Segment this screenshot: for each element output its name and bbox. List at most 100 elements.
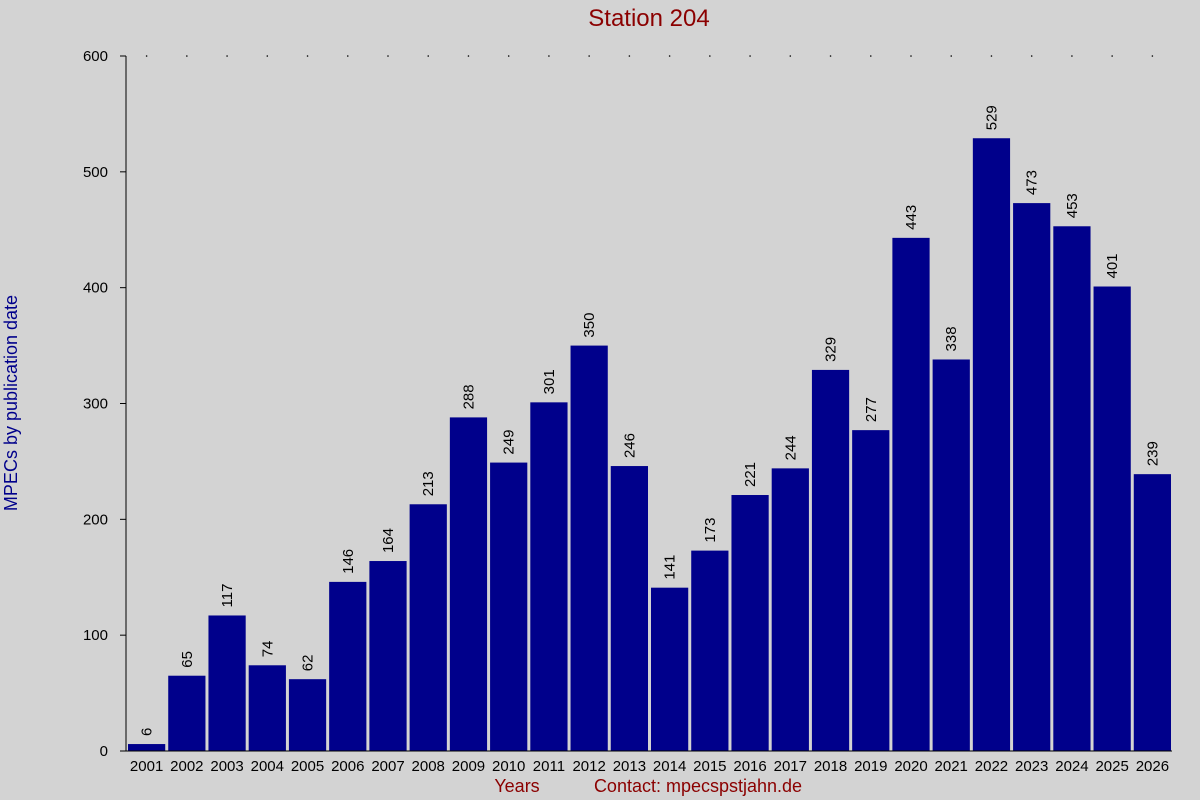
- bar-2013: [610, 466, 648, 751]
- guide-dot: [588, 55, 590, 57]
- guide-dot: [910, 55, 912, 57]
- guide-dot: [829, 55, 832, 57]
- guide-dot: [507, 55, 510, 57]
- x-tick-label-2012: 2012: [572, 758, 605, 775]
- bar-2010: [490, 462, 528, 751]
- data-label-2023: 473: [1024, 170, 1041, 195]
- x-tick-label-2014: 2014: [653, 758, 686, 775]
- guide-dot: [1030, 55, 1033, 57]
- y-tick-label-300: 300: [83, 396, 108, 413]
- bar-2023: [1013, 203, 1051, 751]
- data-label-2022: 529: [983, 105, 1000, 130]
- data-label-2018: 329: [823, 337, 840, 362]
- data-label-2011: 301: [541, 369, 558, 394]
- guide-dot: [226, 55, 228, 57]
- guide-dot: [1111, 55, 1113, 57]
- y-tick-label-100: 100: [83, 627, 108, 644]
- data-label-2014: 141: [662, 555, 679, 580]
- x-tick-label-2013: 2013: [613, 758, 646, 775]
- data-labels: 6 65 117 74 62 146 164 213 288 249 301 350 246 141 173…: [139, 105, 1162, 736]
- bar-2012: [570, 345, 608, 751]
- guide-dot: [990, 55, 993, 57]
- x-axis-label: Years: [494, 776, 539, 796]
- x-tick-label-2015: 2015: [693, 758, 726, 775]
- y-tick-label-200: 200: [83, 511, 108, 528]
- x-axis-ticks: 2001 2002 2003 2004 2005 2006 2007 2008 2009 2010…: [130, 758, 1169, 775]
- x-tick-label-2009: 2009: [452, 758, 485, 775]
- bar-2008: [409, 504, 447, 751]
- guide-dot: [346, 55, 349, 57]
- bar-2015: [691, 550, 729, 751]
- bar-2014: [651, 587, 689, 751]
- bar-2009: [449, 417, 488, 751]
- guide-dot: [548, 55, 550, 57]
- guide-dot: [266, 55, 269, 57]
- guide-dot: [186, 55, 188, 57]
- data-label-2010: 249: [501, 430, 518, 455]
- guide-dot: [668, 55, 671, 57]
- guide-dot: [1071, 55, 1073, 57]
- data-label-2002: 65: [179, 651, 196, 668]
- guide-dot: [427, 55, 430, 57]
- x-tick-label-2011: 2011: [533, 758, 565, 775]
- bar-2021: [932, 359, 970, 751]
- x-tick-label-2023: 2023: [1015, 758, 1048, 775]
- guide-dot: [387, 55, 389, 57]
- x-tick-label-2020: 2020: [894, 758, 927, 775]
- x-tick-label-2021: 2021: [935, 758, 968, 775]
- contact-label: Contact: mpecspstjahn.de: [594, 776, 802, 796]
- bar-2002: [168, 675, 206, 751]
- bar-2026: [1133, 474, 1171, 751]
- data-label-2026: 239: [1144, 441, 1161, 466]
- data-label-2020: 443: [903, 205, 920, 230]
- data-label-2013: 246: [621, 433, 638, 458]
- x-tick-label-2002: 2002: [170, 758, 203, 775]
- x-tick-label-2025: 2025: [1095, 758, 1128, 775]
- guide-dot: [789, 55, 792, 57]
- bar-2011: [530, 402, 568, 751]
- bar-2025: [1093, 286, 1131, 751]
- guide-dot: [467, 55, 470, 57]
- x-tick-label-2003: 2003: [210, 758, 243, 775]
- data-label-2016: 221: [742, 462, 759, 487]
- bar-2020: [892, 237, 930, 751]
- data-label-2003: 117: [219, 584, 236, 608]
- bar-2016: [731, 495, 769, 751]
- y-tick-label-500: 500: [83, 164, 108, 181]
- x-tick-label-2017: 2017: [774, 758, 807, 775]
- bar-2004: [248, 665, 286, 751]
- bar-2017: [771, 468, 809, 751]
- top-dotted-guide: [145, 55, 1154, 57]
- guide-dot: [950, 55, 953, 57]
- x-tick-label-2010: 2010: [492, 758, 525, 775]
- bars: [128, 138, 1171, 751]
- y-tick-label-0: 0: [100, 743, 108, 760]
- guide-dot: [628, 55, 631, 57]
- y-axis-ticks: 0 100 200 300 400 500 600: [83, 48, 126, 760]
- guide-dot: [306, 55, 309, 57]
- x-tick-label-2024: 2024: [1055, 758, 1088, 775]
- data-label-2008: 213: [420, 471, 437, 496]
- bar-2019: [852, 430, 890, 751]
- guide-dot: [145, 55, 148, 57]
- guide-dot: [1151, 55, 1154, 57]
- data-label-2019: 277: [863, 397, 880, 422]
- bar-2024: [1053, 226, 1091, 751]
- x-tick-label-2006: 2006: [331, 758, 364, 775]
- x-tick-label-2004: 2004: [251, 758, 284, 775]
- x-tick-label-2007: 2007: [371, 758, 404, 775]
- x-tick-label-2008: 2008: [412, 758, 445, 775]
- x-tick-label-2018: 2018: [814, 758, 847, 775]
- y-axis-label: MPECs by publication date: [1, 295, 21, 511]
- chart-title: Station 204: [588, 5, 709, 32]
- data-label-2015: 173: [702, 518, 719, 543]
- bar-2007: [369, 561, 407, 751]
- x-tick-label-2001: 2001: [130, 758, 163, 775]
- y-tick-label-600: 600: [83, 48, 108, 65]
- data-label-2001: 6: [139, 728, 156, 736]
- guide-dot: [749, 55, 751, 57]
- data-label-2005: 62: [300, 654, 317, 671]
- data-label-2004: 74: [259, 641, 276, 658]
- x-tick-label-2026: 2026: [1136, 758, 1169, 775]
